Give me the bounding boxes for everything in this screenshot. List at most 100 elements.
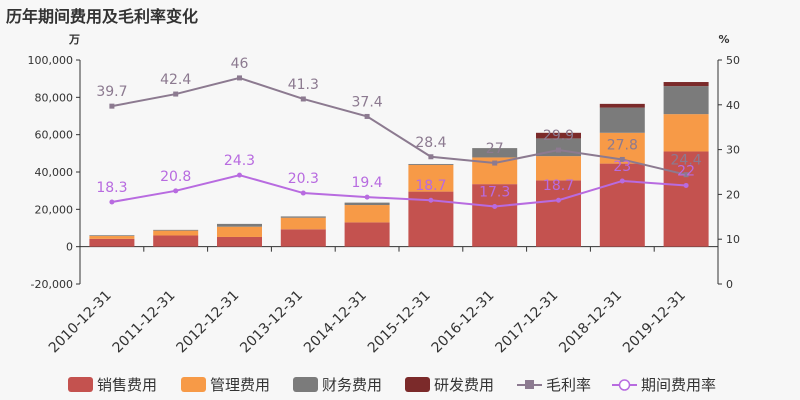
bar-segment: [344, 205, 390, 223]
data-label: 37.4: [352, 94, 383, 110]
line-point: [173, 91, 179, 97]
bar-segment: [89, 236, 135, 239]
bar-segment: [536, 156, 581, 181]
left-tick-label: 100,000: [28, 54, 74, 67]
bar-segment: [89, 235, 135, 237]
line-point: [364, 194, 370, 200]
line-point: [428, 197, 434, 203]
left-tick-label: 0: [66, 241, 73, 254]
x-tick-label: 2018-12-31: [556, 288, 625, 357]
bar-segment: [153, 230, 199, 236]
legend-label: 财务费用: [322, 376, 382, 394]
right-tick-label: 30: [726, 144, 740, 157]
data-label: 27.8: [607, 137, 638, 153]
bar-segment: [663, 82, 709, 87]
bar-segment: [599, 103, 645, 108]
left-tick-label: 60,000: [35, 129, 74, 142]
legend-swatch: [405, 377, 430, 392]
line-point: [300, 190, 306, 196]
bar-segment: [344, 202, 390, 206]
legend-label: 期间费用率: [641, 376, 716, 394]
line-series: [111, 76, 687, 176]
data-label: 29.9: [543, 128, 574, 144]
data-label: 27: [486, 141, 504, 157]
right-tick-label: 0: [726, 278, 733, 291]
line-point: [619, 156, 625, 162]
bar-segment: [89, 238, 135, 247]
data-label: 46: [231, 56, 249, 72]
legend-label: 毛利率: [546, 376, 591, 394]
legend-marker: [525, 380, 534, 389]
data-label: 22: [677, 163, 695, 179]
data-label: 24.4: [671, 153, 702, 169]
line-point: [173, 188, 179, 194]
right-tick-label: 40: [726, 99, 740, 112]
bar-segment: [280, 216, 326, 218]
x-tick-label: 2010-12-31: [46, 288, 115, 357]
x-tick-label: 2019-12-31: [620, 288, 689, 357]
bar-segment: [472, 184, 518, 247]
legend-label: 研发费用: [434, 376, 494, 394]
right-axis-unit: %: [718, 33, 729, 46]
x-tick-label: 2012-12-31: [173, 288, 242, 357]
line-point: [492, 203, 498, 209]
x-tick-label: 2015-12-31: [365, 288, 434, 357]
line-point: [364, 113, 370, 119]
line-point: [683, 172, 689, 178]
line-point: [237, 75, 242, 81]
left-tick-label: 40,000: [35, 166, 74, 179]
line-point: [109, 199, 115, 205]
legend-label: 销售费用: [97, 376, 157, 394]
bar-segment: [408, 163, 454, 165]
bar-segment: [599, 163, 645, 247]
line-point: [428, 154, 434, 160]
data-label: 17.3: [479, 184, 510, 200]
x-tick-label: 2016-12-31: [429, 288, 498, 357]
line-point: [237, 172, 242, 178]
data-label: 24.3: [224, 153, 255, 169]
data-label: 18.3: [96, 180, 127, 196]
bar-segment: [280, 229, 326, 247]
left-tick-label: 80,000: [35, 91, 74, 104]
legend-swatch: [68, 377, 93, 392]
x-tick-label: 2014-12-31: [301, 288, 370, 357]
data-label: 41.3: [288, 77, 319, 93]
line-series: [111, 174, 687, 208]
data-label: 20.8: [160, 169, 191, 185]
left-tick-label: -20,000: [31, 278, 73, 291]
right-tick-label: 10: [726, 233, 740, 246]
right-tick-label: 50: [726, 54, 740, 67]
bar-segment: [217, 223, 262, 227]
bar-segment: [472, 148, 518, 158]
x-tick-label: 2013-12-31: [237, 288, 306, 357]
bar-segment: [217, 226, 262, 237]
bar-segment: [153, 235, 199, 247]
bar-segment: [663, 151, 709, 247]
legend-label: 管理费用: [210, 376, 270, 394]
bar-segment: [408, 164, 454, 192]
line-point: [492, 160, 498, 166]
data-label: 18.7: [415, 178, 446, 194]
line-point: [300, 96, 306, 102]
bar-segment: [663, 86, 709, 115]
right-tick-label: 20: [726, 188, 740, 201]
line-point: [619, 178, 625, 184]
bar-segment: [280, 217, 326, 230]
bar-segment: [153, 229, 199, 231]
bar-segment: [217, 236, 262, 247]
data-label: 28.4: [415, 135, 446, 151]
bar-segment: [344, 222, 390, 247]
x-tick-label: 2011-12-31: [110, 288, 179, 357]
data-label: 39.7: [96, 84, 127, 100]
line-point: [683, 182, 689, 188]
bar-segment: [536, 180, 581, 247]
data-label: 42.4: [160, 72, 191, 88]
legend-marker: [618, 379, 631, 391]
line-point: [556, 197, 561, 203]
legend-swatch: [181, 377, 206, 392]
x-tick-label: 2017-12-31: [492, 288, 561, 357]
left-axis-unit: 万: [68, 33, 80, 46]
bar-segment: [663, 114, 709, 152]
